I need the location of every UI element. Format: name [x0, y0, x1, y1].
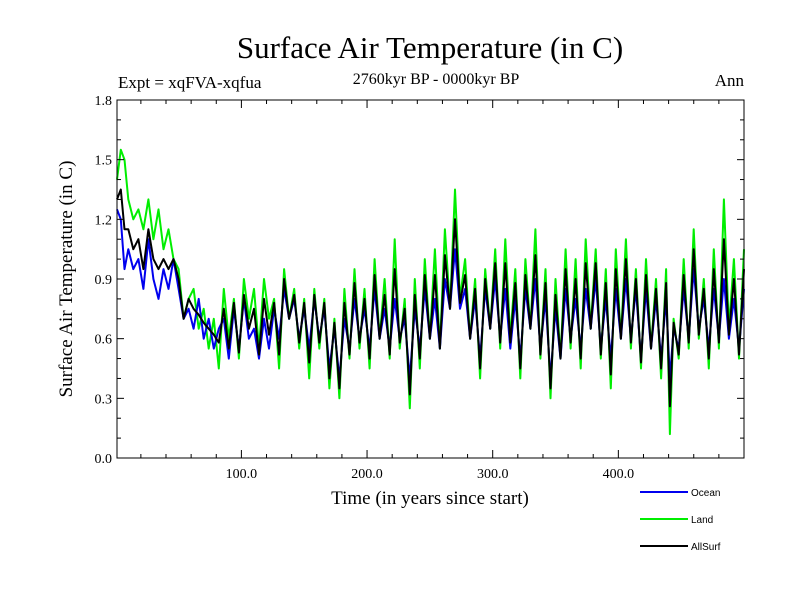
plot-frame: [116, 99, 745, 459]
chart-title: Surface Air Temperature (in C): [237, 30, 623, 65]
series-line-allsurf: [116, 188, 745, 408]
x-axis-label: Time (in years since start): [331, 488, 529, 509]
y-tick-label: 0.9: [95, 273, 113, 288]
legend-label-ocean: Ocean: [691, 488, 720, 499]
period-label: Ann: [715, 71, 745, 90]
y-tick-label: 0.3: [95, 392, 113, 407]
x-tick-label: 300.0: [477, 467, 509, 482]
y-axis-label: Surface Air Temperature (in C): [56, 161, 77, 398]
experiment-label: Expt = xqFVA-xqfua: [118, 73, 262, 92]
y-tick-label: 1.2: [95, 213, 113, 228]
y-tick-label: 1.8: [95, 94, 113, 109]
legend-label-allsurf: AllSurf: [691, 542, 721, 553]
series-layer: [116, 148, 745, 436]
y-tick-label: 0.6: [95, 333, 113, 348]
x-tick-label: 100.0: [226, 467, 258, 482]
y-tick-label: 0.0: [95, 452, 113, 467]
y-tick-label: 1.5: [95, 154, 113, 169]
legend: Ocean Land AllSurf: [640, 488, 721, 553]
legend-label-land: Land: [691, 515, 713, 526]
chart-subtitle: 2760kyr BP - 0000kyr BP: [353, 71, 520, 88]
x-tick-label: 400.0: [603, 467, 635, 482]
x-tick-label: 200.0: [351, 467, 383, 482]
series-line-land: [116, 148, 745, 436]
series-line-ocean: [116, 209, 745, 380]
